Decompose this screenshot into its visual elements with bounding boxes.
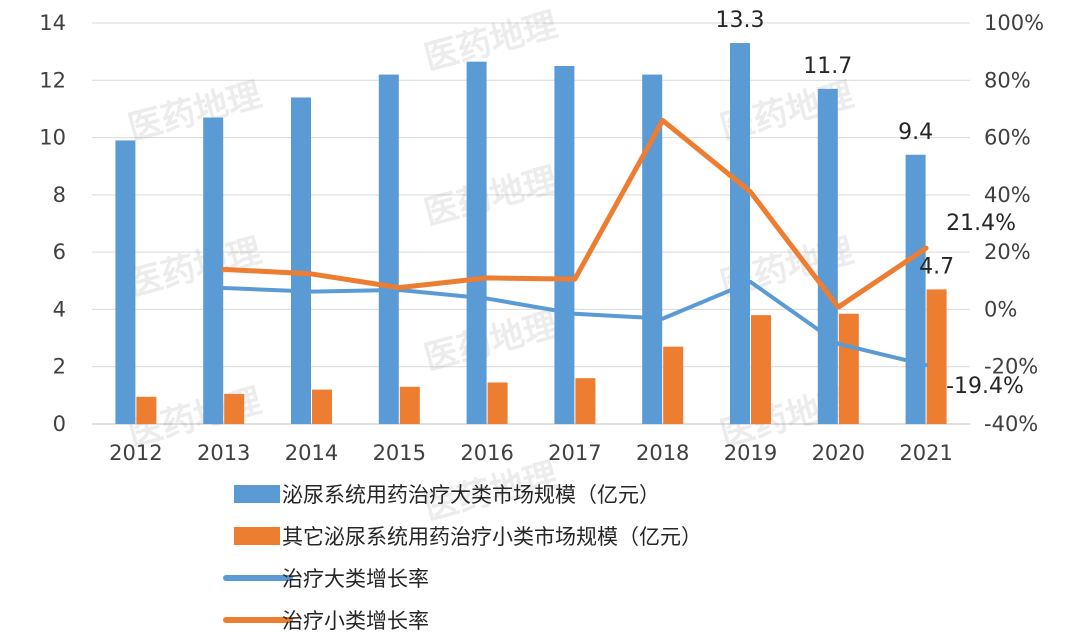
legend-label: 治疗小类增长率 <box>282 609 429 633</box>
y-left-tick: 8 <box>53 183 66 207</box>
y-left-tick: 12 <box>39 68 66 92</box>
x-tick: 2021 <box>899 441 952 465</box>
legend: 泌尿系统用药治疗大类市场规模（亿元） 其它泌尿系统用药治疗小类市场规模（亿元） 治疗… <box>223 483 702 633</box>
legend-label: 泌尿系统用药治疗大类市场规模（亿元） <box>282 483 660 507</box>
watermark-text: 医药地理 <box>420 305 562 379</box>
y-left-tick: 10 <box>39 126 66 150</box>
watermark-text: 医药地理 <box>124 231 266 305</box>
legend-swatch-bar <box>234 485 280 503</box>
y-right-tick: 0% <box>984 297 1017 321</box>
bar-large-category <box>817 88 838 424</box>
y-left-tick: 0 <box>53 412 66 436</box>
x-tick: 2018 <box>636 441 689 465</box>
bar-large-category <box>291 97 311 424</box>
y-left-tick: 4 <box>53 297 66 321</box>
x-tick: 2013 <box>197 441 250 465</box>
legend-label: 治疗大类增长率 <box>282 567 429 591</box>
bar-large-category <box>203 117 224 425</box>
y-right-tick: 40% <box>984 183 1031 207</box>
line-small-growth <box>221 117 929 310</box>
data-label: 4.7 <box>919 254 954 279</box>
bar-small-category <box>663 346 684 424</box>
data-label: -19.4% <box>946 374 1024 399</box>
y-left-tick: 14 <box>39 11 66 35</box>
y-right-tick: -20% <box>984 355 1038 379</box>
bar-large-category <box>554 65 575 424</box>
x-tick: 2014 <box>285 441 338 465</box>
axes: 0 2 4 6 8 10 12 14 -40% -20% 0% 20% 40% 60% 80% 100% 201… <box>39 11 1044 465</box>
x-tick: 2016 <box>460 441 513 465</box>
bar-small-category <box>926 289 947 424</box>
y-right-tick: 80% <box>984 68 1031 92</box>
legend-swatch-bar <box>234 527 280 545</box>
x-tick: 2012 <box>109 441 162 465</box>
data-label: 9.4 <box>898 120 933 145</box>
bar-small-category <box>838 313 859 424</box>
bar-small-category <box>575 378 596 424</box>
y-right-tick: 20% <box>984 240 1031 264</box>
bar-small-category <box>487 382 508 424</box>
bar-large-category <box>466 61 487 425</box>
x-tick: 2017 <box>548 441 601 465</box>
data-labels: 13.3 11.7 9.4 4.7 21.4% -19.4% <box>716 8 1024 399</box>
x-tick: 2019 <box>724 441 777 465</box>
y-right-tick: 60% <box>984 126 1031 150</box>
data-label: 21.4% <box>946 211 1016 236</box>
bar-large-category <box>730 43 750 425</box>
x-tick: 2020 <box>812 441 865 465</box>
lines <box>221 117 929 367</box>
bar-large-category <box>642 74 663 425</box>
bar-large-category <box>115 140 136 424</box>
y-right-tick: -40% <box>984 412 1038 436</box>
legend-label: 其它泌尿系统用药治疗小类市场规模（亿元） <box>282 525 702 549</box>
y-left-tick: 6 <box>53 240 66 264</box>
gridlines <box>92 22 970 425</box>
bar-large-category <box>378 74 399 425</box>
line-large-growth <box>221 279 929 367</box>
y-right-tick: 100% <box>984 11 1044 35</box>
bars <box>115 43 947 425</box>
bar-small-category <box>136 396 157 424</box>
data-label: 13.3 <box>716 8 765 33</box>
bar-large-category <box>905 154 926 424</box>
bar-small-category <box>312 389 332 424</box>
bar-small-category <box>224 393 245 424</box>
x-tick: 2015 <box>373 441 426 465</box>
bar-small-category <box>399 386 420 424</box>
data-label: 11.7 <box>803 54 852 79</box>
bar-small-category <box>751 315 771 424</box>
watermark-text: 医药地理 <box>420 5 562 79</box>
y-left-tick: 2 <box>53 355 66 379</box>
watermark-text: 医药地理 <box>420 160 562 234</box>
